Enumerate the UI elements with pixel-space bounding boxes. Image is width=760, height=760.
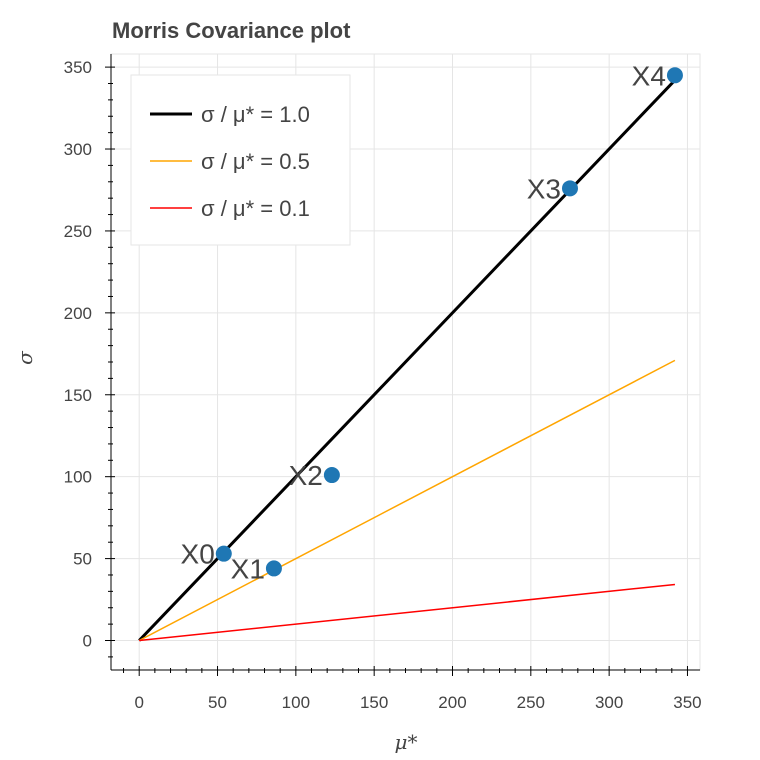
legend-label: σ / μ* = 0.1 (201, 196, 310, 221)
x-tick-label: 250 (517, 693, 545, 712)
x-tick-label: 300 (595, 693, 623, 712)
data-point (666, 67, 683, 84)
y-tick-label: 150 (64, 386, 92, 405)
y-axis-label: σ (13, 350, 37, 365)
legend-box (130, 74, 351, 246)
legend-label: σ / μ* = 0.5 (201, 149, 310, 174)
data-points (215, 67, 683, 577)
y-tick-label: 250 (64, 222, 92, 241)
point-label: X1 (231, 553, 265, 584)
x-tick-label: 0 (134, 693, 143, 712)
data-point (265, 560, 282, 577)
legend-label: σ / μ* = 1.0 (201, 102, 310, 127)
point-label: X4 (632, 60, 666, 91)
reference-line (138, 359, 676, 642)
y-tick-label: 350 (64, 58, 92, 77)
point-labels: X0 X1 X2 X3 X4 (181, 60, 666, 584)
point-label: X2 (289, 460, 323, 491)
y-tick-label: 300 (64, 140, 92, 159)
x-tick-label: 350 (673, 693, 701, 712)
data-point (561, 180, 578, 197)
reference-line (139, 583, 676, 642)
x-tick-label: 100 (282, 693, 310, 712)
y-tick-label: 0 (83, 632, 92, 651)
chart-title: Morris Covariance plot (112, 18, 351, 43)
x-axis-label: μ* (395, 730, 418, 754)
point-label: X3 (527, 173, 561, 204)
gridlines (111, 54, 700, 670)
y-tick-label: 50 (73, 550, 92, 569)
x-axis: 0 50 100 150 200 250 300 350 (111, 666, 702, 712)
y-tick-label: 100 (64, 468, 92, 487)
legend: σ / μ* = 1.0 σ / μ* = 0.5 σ / μ* = 0.1 (130, 74, 351, 246)
x-tick-label: 50 (208, 693, 227, 712)
x-tick-label: 200 (438, 693, 466, 712)
y-axis: 0 50 100 150 200 250 300 350 (64, 54, 115, 670)
point-label: X0 (181, 539, 215, 570)
reference-line (138, 79, 677, 642)
reference-lines (138, 79, 677, 642)
x-tick-label: 150 (360, 693, 388, 712)
y-tick-label: 200 (64, 304, 92, 323)
data-point (323, 467, 340, 484)
data-point (215, 545, 232, 562)
